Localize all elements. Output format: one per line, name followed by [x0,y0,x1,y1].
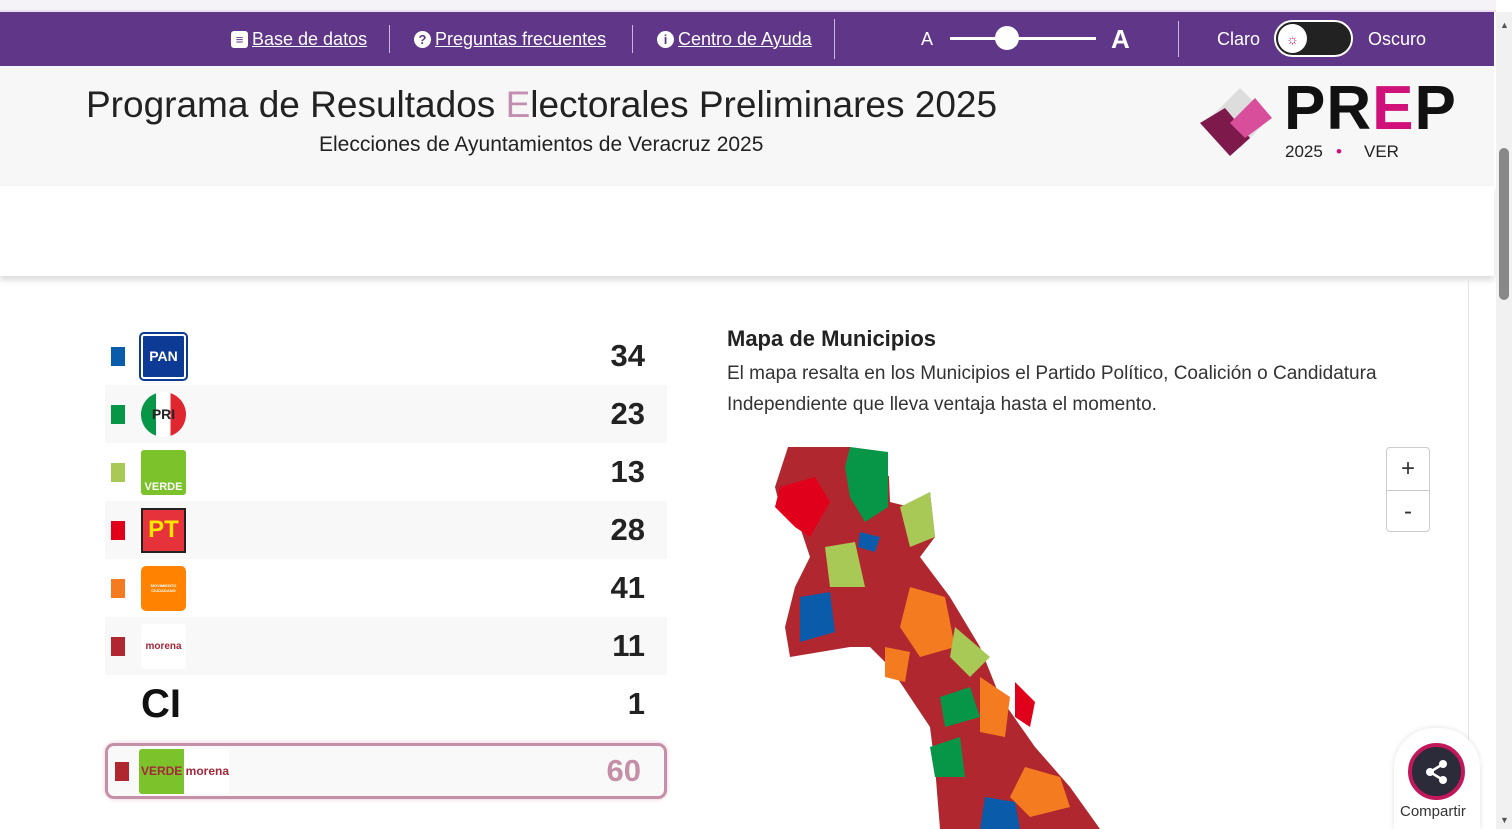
sun-icon: ☼ [1278,24,1307,53]
faq-link[interactable]: ? Preguntas frecuentes [414,29,606,50]
title-part: lectorales Preliminares 2025 [530,84,998,125]
map-region [900,492,935,547]
scrollbar[interactable]: ▲ ▼ [1496,12,1512,829]
top-strip [0,0,1496,12]
seat-count: 13 [610,454,645,489]
map-region [950,627,990,677]
dot-icon: • [1336,142,1342,161]
title-part: Programa de Resultados [86,84,506,125]
content-band [0,186,1494,276]
prep-logo-year: 2025 [1285,142,1323,161]
zoom-out-button[interactable]: - [1387,490,1429,532]
color-swatch [111,636,125,656]
verde-logo: VERDE [141,449,186,495]
seat-count: 34 [610,338,645,373]
divider [834,19,835,59]
page-title: Programa de Resultados Electorales Preli… [86,84,997,126]
ci-logo: CI [141,681,181,726]
share-button[interactable]: Compartir [1394,728,1480,829]
share-label: Compartir [1400,803,1466,820]
database-icon: ≡ [231,30,248,48]
seat-count: 1 [627,686,645,721]
color-swatch [111,520,125,540]
municipalities-map[interactable] [770,447,1110,829]
map-region [885,647,910,682]
question-icon: ? [414,30,431,48]
morena-logo: morena [141,623,186,669]
divider [1468,276,1469,829]
divider [389,25,390,53]
color-swatch [111,346,125,366]
pan-logo: PAN [139,331,188,381]
link-label: Centro de Ayuda [678,28,812,49]
map-region [888,452,930,507]
database-link[interactable]: ≡ Base de datos [231,29,367,50]
map-region [800,592,835,642]
color-swatch [111,578,125,598]
seat-count: 41 [610,570,645,605]
info-icon: i [657,30,674,48]
seat-count: 60 [606,753,641,788]
map-region [825,542,865,587]
theme-toggle[interactable]: ☼ [1274,20,1353,57]
party-row-pt[interactable]: PT 28 [105,501,667,559]
map-region [775,477,830,537]
scroll-down-icon[interactable]: ▼ [1500,815,1509,825]
party-row-verde[interactable]: VERDE 13 [105,443,667,501]
map-region [980,797,1020,829]
color-swatch [111,404,125,424]
party-row-pan[interactable]: PAN 34 [105,327,667,385]
pt-logo: PT [141,507,186,553]
prep-logo-state: VER [1364,142,1399,161]
divider [1178,21,1179,57]
map-description: El mapa resalta en los Municipios el Par… [727,363,1377,415]
map-region [845,447,888,522]
pri-logo: PRI [141,391,186,437]
seat-count: 11 [612,628,645,663]
party-row-mc[interactable]: MOVIMIENTO CIUDADANO 41 [105,559,667,617]
seat-count: 23 [610,396,645,431]
font-size-slider[interactable] [950,37,1096,40]
map-region [980,677,1010,737]
link-label: Base de datos [252,28,368,49]
prep-logo: PREP 2025 • VER [1200,78,1468,168]
font-larger-label[interactable]: A [1111,23,1130,54]
party-row-pri[interactable]: PRI 23 [105,385,667,443]
font-size-slider-handle[interactable] [995,26,1019,50]
title-part: E [505,84,531,125]
prep-logo-mark [1200,88,1272,156]
party-row-ci[interactable]: CI 1 [105,675,667,733]
page-header: Programa de Resultados Electorales Preli… [0,66,1494,186]
help-center-link[interactable]: i Centro de Ayuda [657,29,812,50]
theme-light-label: Claro [1217,28,1261,49]
link-label: Preguntas frecuentes [435,28,607,49]
party-results-list: PAN 34 PRI 23 VERDE 13 PT 28 MOVIMIENTO CIUD… [105,327,667,799]
scroll-up-icon[interactable]: ▲ [1500,20,1509,30]
party-row-coalition[interactable]: VERDE morena 60 [105,743,667,799]
theme-dark-label: Oscuro [1368,28,1427,49]
party-row-morena[interactable]: morena 11 [105,617,667,675]
map-title: Mapa de Municipios [727,326,937,351]
share-icon [1408,743,1465,800]
verde-morena-logo: VERDE morena [139,748,229,794]
top-nav: ≡ Base de datos ? Preguntas frecuentes i Ce… [0,12,1494,66]
scrollbar-thumb[interactable] [1499,148,1509,300]
seat-count: 28 [610,512,645,547]
prep-logo-text: PREP [1284,74,1457,143]
map-region [1010,767,1070,817]
map-region [900,587,955,657]
mc-logo: MOVIMIENTO CIUDADANO [141,565,186,611]
map-zoom-control: + - [1386,447,1430,532]
zoom-in-button[interactable]: + [1400,455,1415,482]
page-subtitle: Elecciones de Ayuntamientos de Veracruz … [319,133,764,156]
color-swatch [115,761,129,781]
map-region [940,687,980,727]
font-smaller-label[interactable]: A [921,28,934,49]
map-region [1015,682,1035,727]
divider [632,25,633,53]
map-region [930,737,965,777]
map-region [858,532,880,552]
color-swatch [111,462,125,482]
